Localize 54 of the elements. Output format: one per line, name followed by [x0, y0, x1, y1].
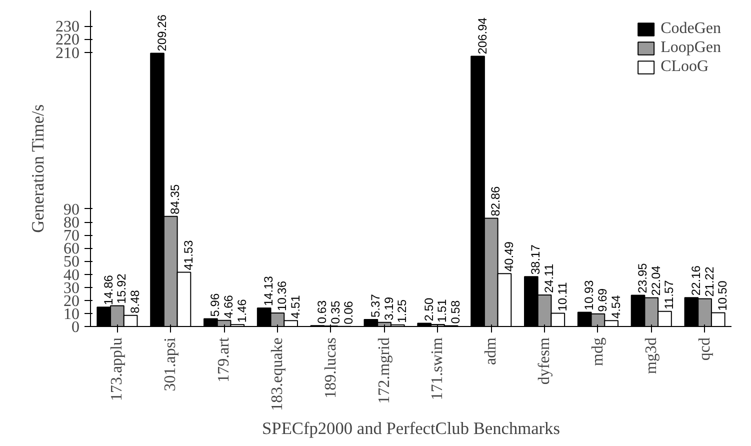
x-tick-label: adm [482, 336, 500, 366]
x-tick-label: 183.equake [268, 337, 286, 411]
legend-label: CodeGen [660, 20, 721, 38]
data-label: 4.66 [222, 294, 236, 318]
data-label: 8.48 [128, 290, 142, 314]
data-label: 0.58 [448, 300, 463, 324]
x-tick-label: 172.mgrid [376, 338, 393, 404]
y-axis-title: Generation Time/s [28, 104, 48, 233]
data-label: 82.86 [488, 186, 503, 216]
x-tick-label: 301.apsi [162, 336, 180, 392]
x-tick-label: 189.lucas [322, 338, 340, 398]
data-label: 22.16 [688, 265, 703, 296]
data-label: 10.93 [582, 280, 596, 310]
data-label: 14.13 [262, 276, 276, 306]
data-label: 0.06 [342, 300, 356, 324]
data-label: 21.22 [702, 266, 716, 297]
data-label: 0.63 [315, 300, 330, 324]
data-label: 22.04 [648, 265, 663, 296]
data-label: 1.51 [435, 298, 450, 323]
legend-label: CLooG [660, 58, 709, 76]
data-label: 0.35 [328, 300, 342, 324]
data-label: 15.92 [114, 273, 129, 304]
x-tick-label: 171.swim [429, 336, 446, 400]
data-label: 84.35 [168, 184, 182, 214]
data-label: 206.94 [475, 17, 490, 54]
data-label: 3.19 [382, 296, 396, 320]
data-label: 5.37 [368, 294, 382, 318]
data-label: 9.69 [595, 288, 610, 312]
data-label: 1.25 [395, 299, 410, 323]
data-label: 10.11 [555, 282, 570, 312]
x-tick-label: mdg [589, 337, 606, 366]
data-label: 1.46 [234, 298, 249, 323]
data-label: 2.50 [422, 298, 436, 322]
x-tick-label: qcd [696, 337, 714, 361]
data-label: 23.95 [636, 262, 650, 294]
data-label: 4.51 [288, 294, 302, 319]
data-label: 209.26 [154, 14, 169, 52]
legend-label: LoopGen [660, 39, 721, 57]
x-tick-label: 173.applu [108, 338, 126, 402]
data-label: 10.36 [274, 280, 289, 311]
data-label: 5.96 [208, 293, 222, 317]
data-label: 38.17 [528, 244, 543, 275]
data-label: 14.86 [101, 274, 116, 306]
data-label: 24.11 [542, 264, 556, 294]
x-tick-label: mg3d [642, 337, 660, 374]
data-label: 10.50 [716, 280, 730, 311]
x-tick-label: 179.art [216, 336, 233, 382]
x-tick-label: dyfesm [536, 336, 554, 385]
data-label: 4.54 [608, 294, 623, 319]
data-label: 11.57 [662, 280, 676, 310]
data-label: 40.49 [502, 241, 516, 272]
y-tick-label: 90 [64, 201, 80, 218]
x-axis-title: SPECfp2000 and PerfectClub Benchmarks [262, 418, 560, 438]
data-label: 41.53 [181, 240, 196, 270]
